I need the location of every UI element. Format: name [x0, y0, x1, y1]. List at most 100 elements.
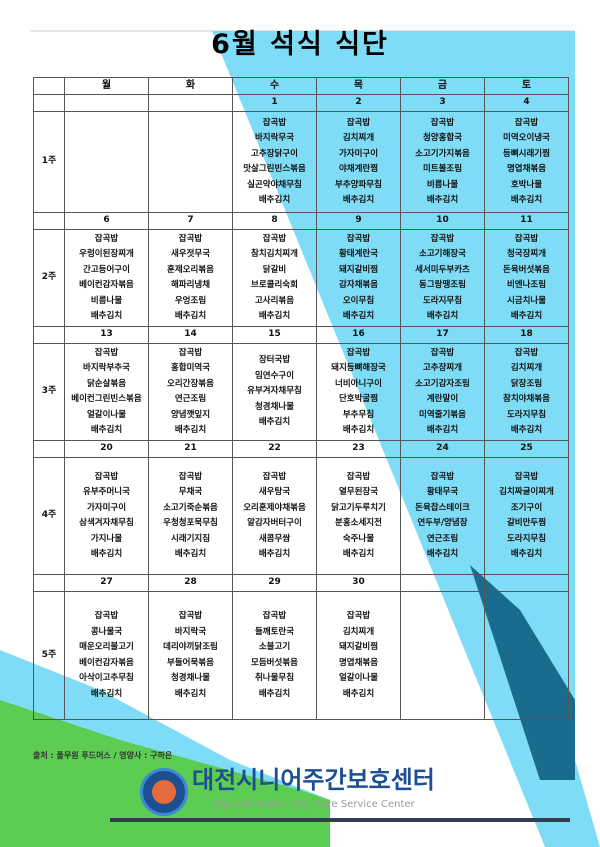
- menu-item: 잡곡밥: [430, 347, 455, 358]
- menu-cell: 잡곡밥 청국장찌개 돈육버섯볶음 비엔나조림 시금치나물 배추김치: [484, 229, 569, 327]
- menu-item: 잡곡밥: [346, 611, 371, 621]
- date-cell: [400, 574, 485, 592]
- menu-item: 명엽채볶음: [338, 657, 379, 668]
- date-cell: 1: [232, 94, 317, 112]
- menu-item: 알감자버터구이: [247, 518, 302, 528]
- menu-item: 청국장찌개: [506, 249, 547, 259]
- menu-item: 맛살그린빈스볶음: [243, 164, 306, 174]
- menu-item: 오리간장볶음: [167, 378, 214, 389]
- footer-bar: [110, 818, 570, 822]
- date-cell: 10: [400, 212, 485, 230]
- menu-item: 참치야채볶음: [503, 394, 550, 404]
- menu-item: 아삭이고추무침: [79, 673, 134, 683]
- menu-item: 유부주머니국: [83, 487, 130, 497]
- menu-cell: [400, 591, 485, 720]
- menu-item: 우렁이된장찌개: [79, 249, 134, 259]
- date-cell: 11: [484, 212, 569, 230]
- week-label: 3주: [33, 343, 65, 441]
- menu-cell: 잡곡밥 무채국 소고기죽순볶음 우청청포묵무침 시래기지짐 배추김치: [148, 457, 233, 575]
- blank-cell: [33, 440, 65, 458]
- menu-item: 부들어묵볶음: [167, 657, 214, 668]
- date-cell: 30: [316, 574, 401, 592]
- menu-cell: 잡곡밥 김치찌개 닭장조림 참치야채볶음 도라지무침 배추김치: [484, 343, 569, 441]
- menu-item: 잡곡밥: [178, 611, 203, 621]
- menu-item: 호박나물: [510, 179, 543, 190]
- date-cell: 16: [316, 326, 401, 344]
- menu-cell: 잡곡밥 고추장찌개 소고기감자조림 계란말이 미역줄기볶음 배추김치: [400, 343, 485, 441]
- page-title: 6월 석식 식단: [211, 29, 389, 60]
- menu-item: 너비아니구이: [335, 378, 382, 389]
- menu-item: 감자채볶음: [338, 280, 379, 290]
- menu-item: 미역오이냉국: [503, 133, 550, 143]
- menu-row: 4주 잡곡밥 유부주머니국 가자미구이 삼색겨자채무침 가지나물 배추김치 잡곡밥 무채국 소고기…: [33, 457, 569, 575]
- date-cell: 15: [232, 326, 317, 344]
- menu-cell: 잡곡밥 열무된장국 닭고기두루치기 분홍소세지전 숙주나물 배추김치: [316, 457, 401, 575]
- menu-item: 잡곡밥: [346, 117, 371, 128]
- date-cell: 20: [64, 440, 149, 458]
- date-row: 13 14 15 16 17 18: [33, 326, 569, 344]
- footer-source: 출처 : 풀무원 푸드머스 / 영양사 : 구하은: [33, 751, 173, 760]
- menu-item: 숙주나물: [342, 533, 375, 544]
- menu-item: 열무된장국: [338, 487, 379, 497]
- menu-item: 돈육버섯볶음: [503, 264, 550, 275]
- menu-item: 잡곡밥: [178, 233, 203, 244]
- menu-item: 청양홍합국: [422, 133, 463, 143]
- day-header: 토: [484, 77, 569, 95]
- date-cell: 23: [316, 440, 401, 458]
- date-cell: 27: [64, 574, 149, 592]
- menu-item: 장터국밥: [258, 355, 291, 366]
- menu-item: 소고기해장국: [419, 249, 466, 259]
- menu-item: 황태무국: [426, 487, 459, 497]
- menu-cell: 잡곡밥 유부주머니국 가자미구이 삼색겨자채무침 가지나물 배추김치: [64, 457, 149, 575]
- menu-item: 배추김치: [510, 425, 543, 435]
- menu-item: 배추김치: [90, 311, 123, 321]
- menu-item: 잡곡밥: [430, 117, 455, 128]
- menu-item: 배추김치: [426, 549, 459, 559]
- menu-item: 김치짜글이찌개: [499, 487, 554, 497]
- day-header: 금: [400, 77, 485, 95]
- menu-item: 베이컨감자볶음: [79, 657, 134, 668]
- menu-item: 바지락국: [174, 626, 207, 637]
- menu-item: 배추김치: [342, 425, 375, 435]
- nutritionist-text: 영양사 : 구하은: [119, 751, 173, 760]
- menu-item: 잡곡밥: [262, 611, 287, 621]
- date-cell: 13: [64, 326, 149, 344]
- date-cell: 9: [316, 212, 401, 230]
- menu-item: 세서미두부카츠: [415, 264, 470, 275]
- menu-item: 잡곡밥: [94, 611, 119, 621]
- menu-item: 연두부/양념장: [417, 518, 468, 528]
- menu-item: 임연수구이: [254, 370, 295, 381]
- date-cell: 6: [64, 212, 149, 230]
- menu-item: 유부겨자채무침: [247, 386, 302, 397]
- menu-item: 등뼈시래기찜: [503, 148, 550, 159]
- menu-item: 닭순살볶음: [86, 378, 127, 389]
- menu-item: 닭장조림: [510, 378, 543, 389]
- blank-cell: [33, 94, 65, 112]
- menu-item: 들깨토란국: [254, 626, 295, 637]
- menu-item: 홍합미역국: [170, 363, 211, 373]
- blank-cell: [33, 326, 65, 344]
- date-cell: 14: [148, 326, 233, 344]
- menu-item: 도라지무침: [422, 295, 463, 306]
- week-label: 4주: [33, 457, 65, 575]
- menu-item: 잡곡밥: [346, 471, 371, 482]
- menu-item: 배추김치: [174, 425, 207, 435]
- menu-item: 배추김치: [258, 195, 291, 205]
- date-cell: 22: [232, 440, 317, 458]
- date-row: 27 28 29 30: [33, 574, 569, 592]
- menu-cell: 잡곡밥 들깨토란국 소불고기 모듬버섯볶음 취나물무침 배추김치: [232, 591, 317, 720]
- menu-cell: 잡곡밥 돼지등뼈해장국 너비아니구이 단호박굴찜 부추무침 배추김치: [316, 343, 401, 441]
- menu-item: 닭갈비: [262, 264, 287, 275]
- menu-item: 해파리냉채: [170, 280, 211, 290]
- date-cell: 25: [484, 440, 569, 458]
- menu-item: 잡곡밥: [514, 347, 539, 358]
- menu-item: 배추김치: [90, 549, 123, 559]
- menu-item: 돼지등뼈해장국: [331, 363, 386, 373]
- menu-cell: 잡곡밥 김치짜글이찌개 조기구이 갈비만두찜 도라지무침 배추김치: [484, 457, 569, 575]
- menu-item: 단호박굴찜: [338, 394, 379, 404]
- menu-item: 잡곡밥: [514, 471, 539, 482]
- date-row: 6 7 8 9 10 11: [33, 212, 569, 230]
- menu-item: 잡곡밥: [178, 471, 203, 482]
- date-cell: 8: [232, 212, 317, 230]
- menu-item: 배추김치: [90, 425, 123, 435]
